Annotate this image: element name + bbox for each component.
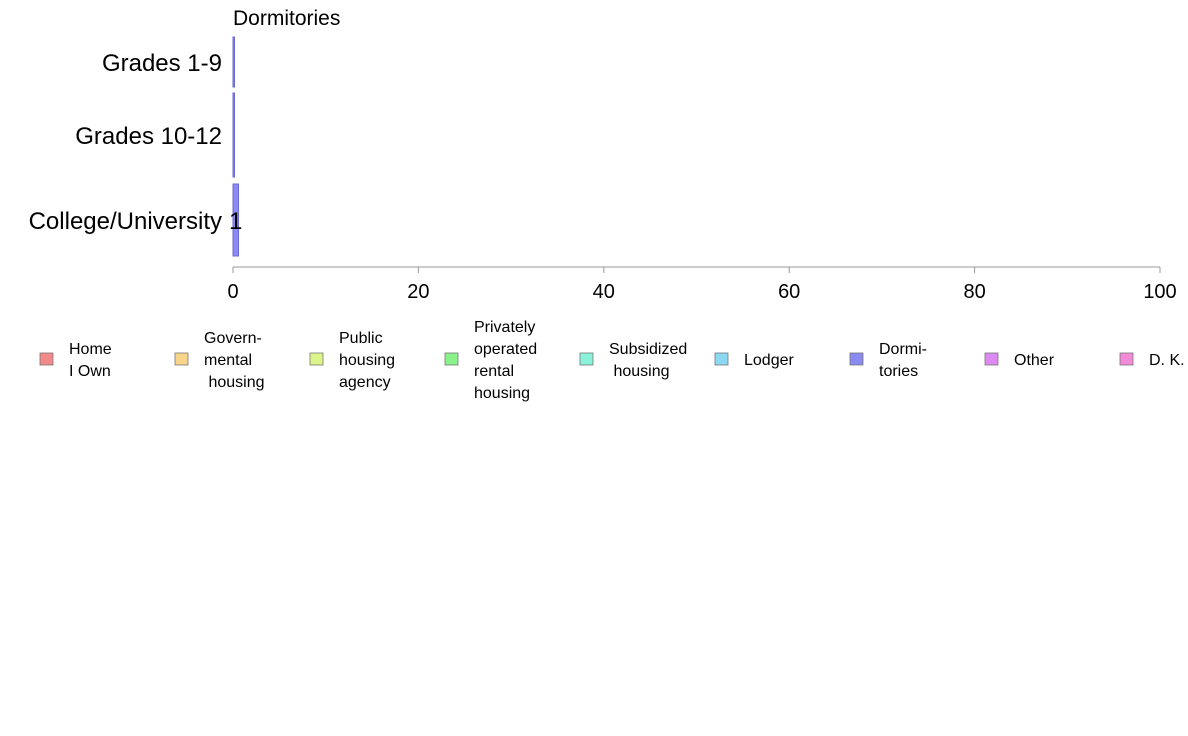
bar <box>232 36 235 88</box>
legend-item: Privately operated rental housing <box>444 319 537 402</box>
legend-item: Other <box>984 352 1055 369</box>
legend-item: Public housing agency <box>309 330 395 391</box>
legend-swatch <box>714 352 729 366</box>
legend-item: Govern-mental housing <box>174 330 265 391</box>
legend-item: Lodger <box>714 352 794 369</box>
legend-label: Privately operated rental housing <box>474 319 537 402</box>
legend-item: D. K. <box>1119 352 1185 369</box>
legend-label: D. K. <box>1149 352 1185 369</box>
legend-item: Subsidized housing <box>579 341 687 380</box>
legend-label: Home I Own <box>69 341 112 380</box>
legend-swatch <box>309 352 324 366</box>
bar <box>232 92 235 178</box>
legend-swatch <box>579 352 594 366</box>
x-axis: 0 20 40 60 80 100 <box>227 266 1177 303</box>
legend-label: Lodger <box>744 352 794 369</box>
data-label: 1 <box>229 208 242 235</box>
x-tick-label: 100 <box>1143 281 1176 303</box>
legend-label: Other <box>1014 352 1055 369</box>
legend-label: Dormi-tories <box>879 341 927 380</box>
legend-swatch <box>174 352 189 366</box>
category-label: Grades 1-9 <box>102 50 222 77</box>
legend-label: Subsidized housing <box>609 341 687 380</box>
legend-item: Dormi-tories <box>849 341 927 380</box>
chart-title: Dormitories <box>233 7 340 30</box>
legend: Home I Own Govern-mental housing Public hous… <box>39 319 1185 402</box>
x-tick-label: 20 <box>407 281 429 303</box>
legend-label: Public housing agency <box>339 330 395 391</box>
legend-swatch <box>1119 352 1134 366</box>
legend-swatch <box>444 352 459 366</box>
x-tick-label: 80 <box>963 281 985 303</box>
legend-label: Govern-mental housing <box>204 330 265 391</box>
x-tick-label: 60 <box>778 281 800 303</box>
category-label: College/University <box>29 208 222 235</box>
legend-swatch <box>984 352 999 366</box>
legend-swatch <box>39 352 54 366</box>
x-tick-label: 0 <box>227 281 238 303</box>
bar <box>232 183 240 257</box>
legend-swatch <box>849 352 864 366</box>
category-label: Grades 10-12 <box>75 123 222 150</box>
legend-item: Home I Own <box>39 341 112 380</box>
x-tick-label: 40 <box>593 281 615 303</box>
